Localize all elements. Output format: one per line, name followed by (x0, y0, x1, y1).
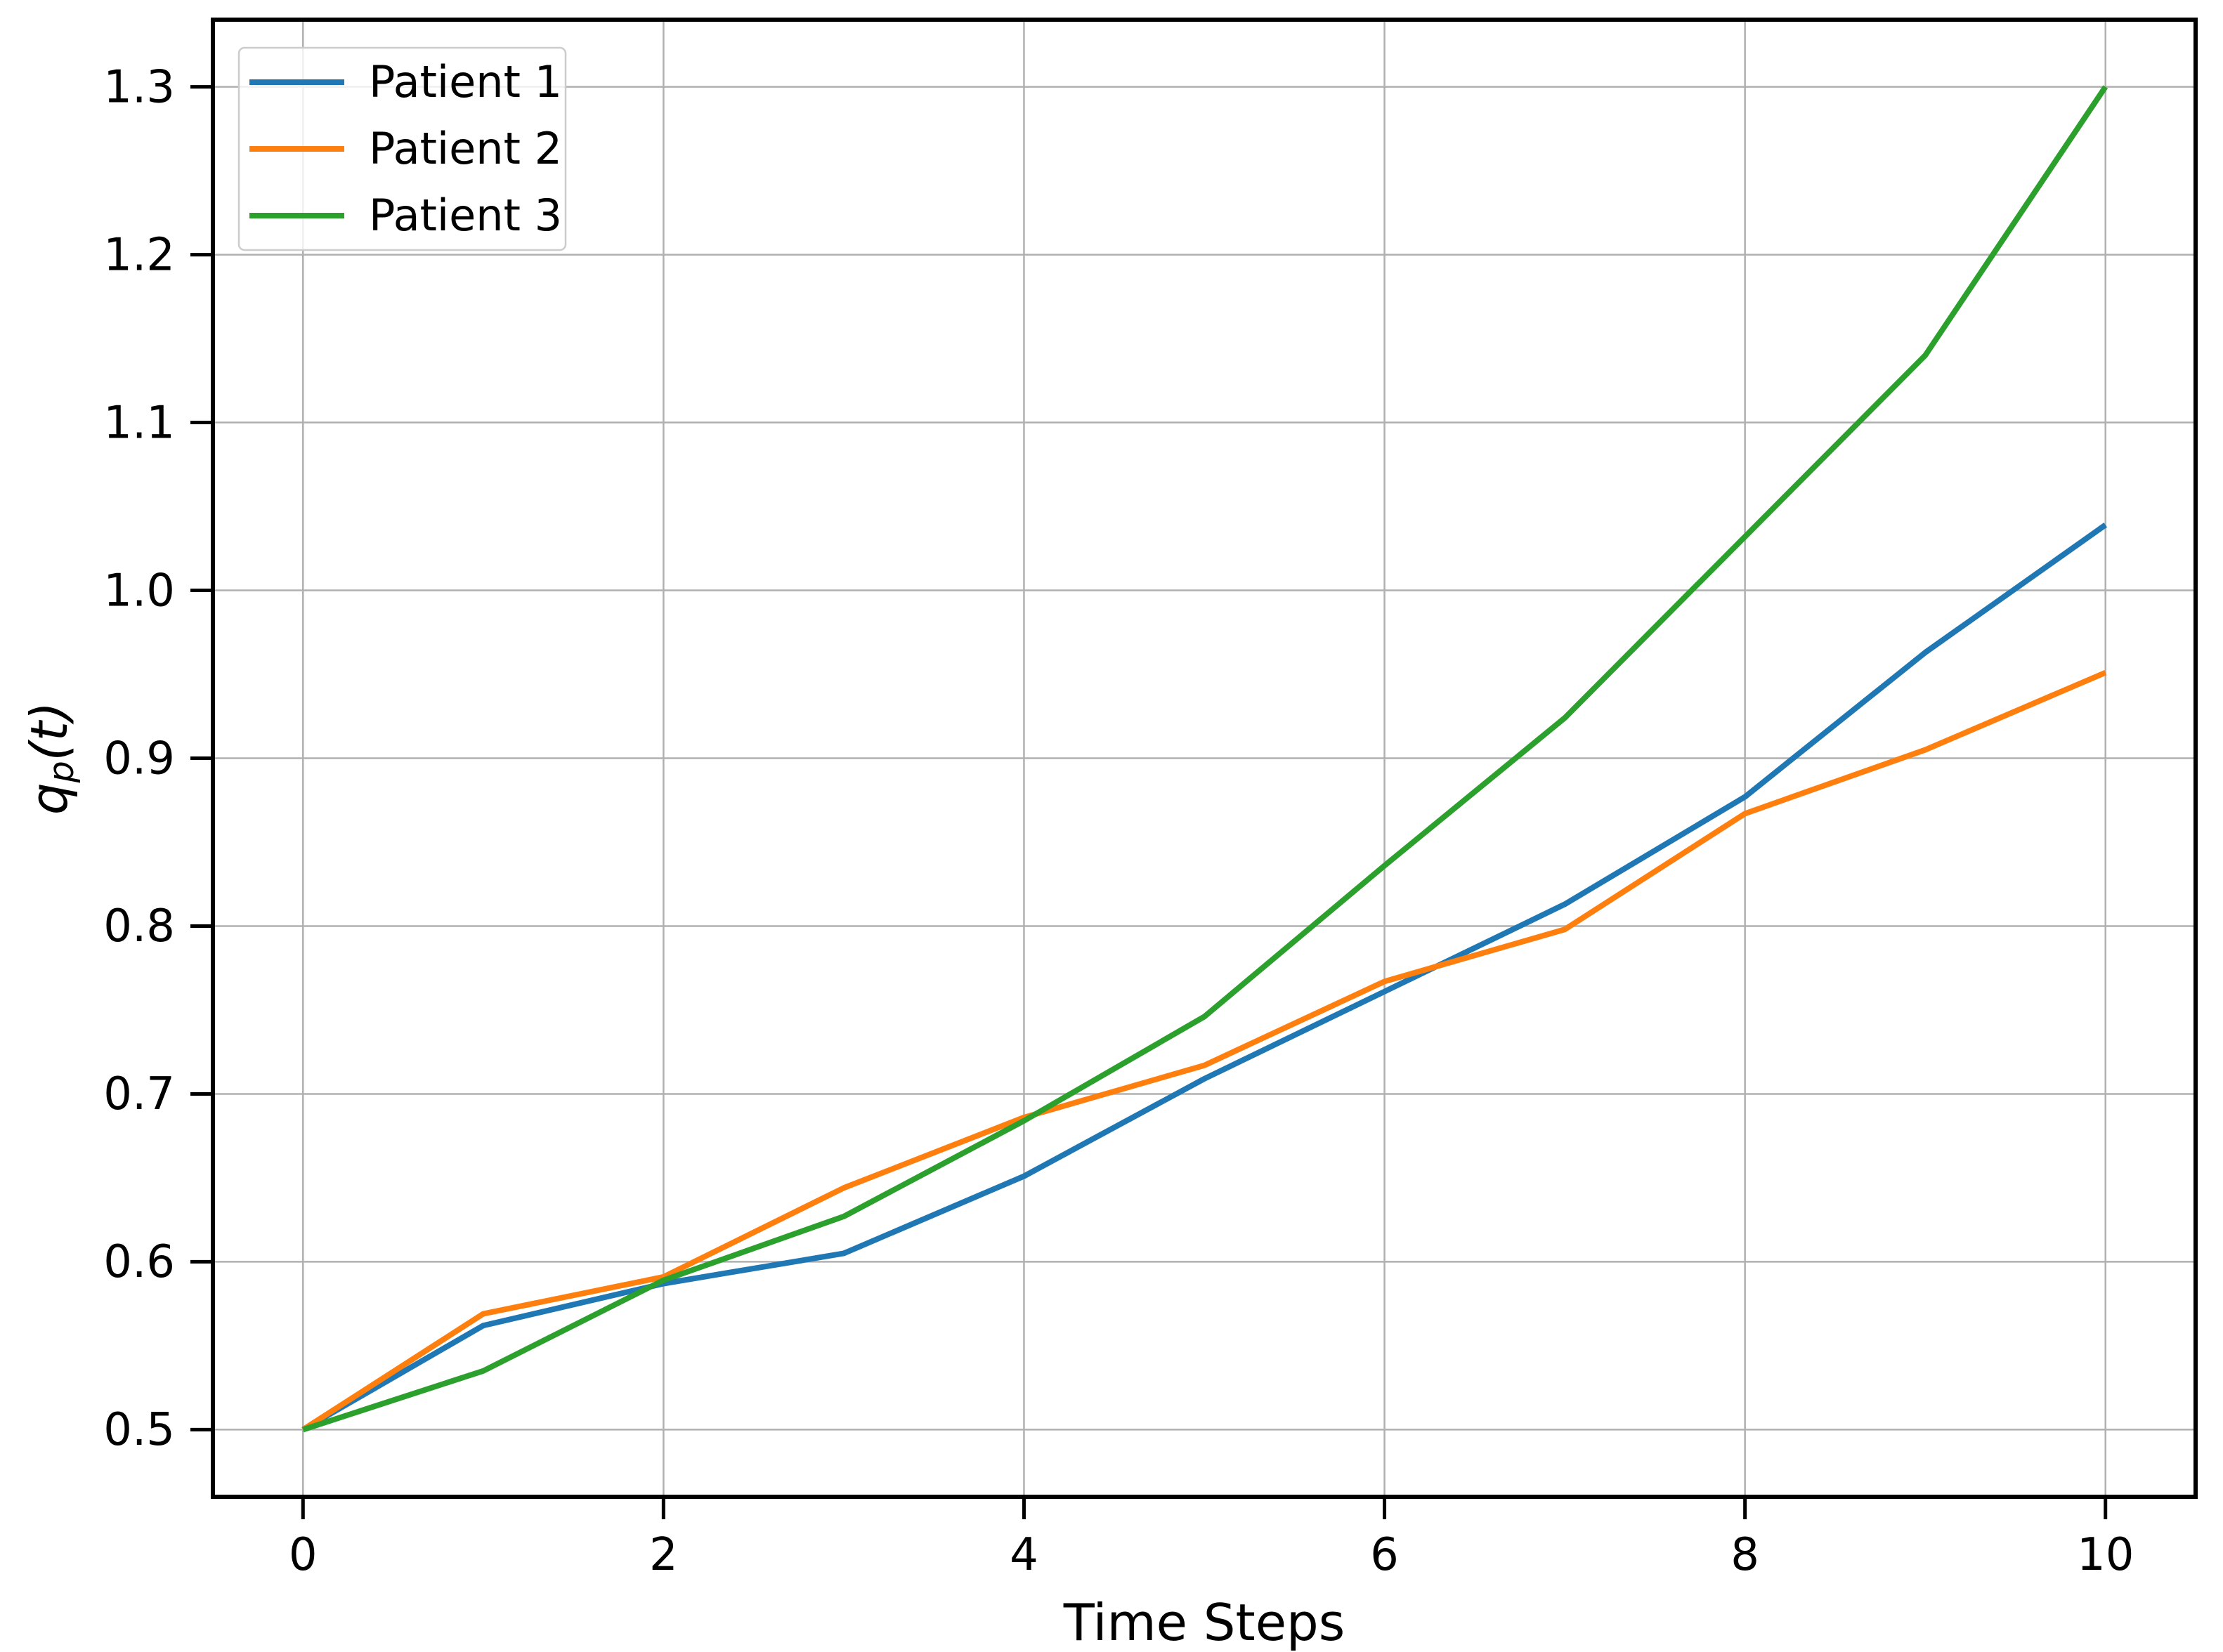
tick-label-layer: 0 2 4 6 8 10 0.5 0.6 0.7 0.8 0.9 1.0 1.1 1.2 1.3 (103, 61, 2134, 1581)
y-tick-label: 1.3 (103, 61, 175, 113)
legend-entry-3: Patient 3 (249, 190, 562, 241)
x-tick-label: 2 (649, 1529, 678, 1581)
y-tick-label: 0.5 (103, 1404, 175, 1456)
legend-label-3: Patient 3 (369, 190, 562, 241)
series-line-3 (302, 85, 2108, 1433)
y-tick-label: 1.1 (103, 397, 175, 449)
y-tick-label: 0.6 (103, 1236, 175, 1288)
y-tick-label: 0.7 (103, 1068, 175, 1120)
y-tick-label: 1.2 (103, 229, 175, 281)
grid-layer (213, 20, 2196, 1497)
legend-label-1: Patient 1 (369, 56, 562, 107)
x-tick-label: 10 (2077, 1529, 2134, 1581)
y-tick-label: 1.0 (103, 565, 175, 617)
legend-frame (237, 46, 567, 251)
legend-entry-2: Patient 2 (249, 123, 562, 174)
legend-label-2: Patient 2 (369, 123, 562, 174)
x-tick-label: 6 (1370, 1529, 1399, 1581)
x-tick-label: 8 (1730, 1529, 1759, 1581)
tick-layer (190, 85, 2108, 1519)
y-axis-label: qp(t) (20, 702, 82, 815)
y-tick-label: 0.9 (103, 733, 175, 785)
x-tick-label: 4 (1010, 1529, 1038, 1581)
x-axis-label: Time Steps (1063, 1593, 1345, 1652)
x-tick-label: 0 (289, 1529, 318, 1581)
series-line-2 (301, 669, 2107, 1432)
legend: Patient 1 Patient 2 Patient 3 (237, 46, 567, 251)
series-line-1 (301, 523, 2108, 1432)
series-layer (301, 85, 2108, 1433)
legend-entry-1: Patient 1 (249, 56, 562, 107)
y-tick-label: 0.8 (103, 900, 175, 952)
